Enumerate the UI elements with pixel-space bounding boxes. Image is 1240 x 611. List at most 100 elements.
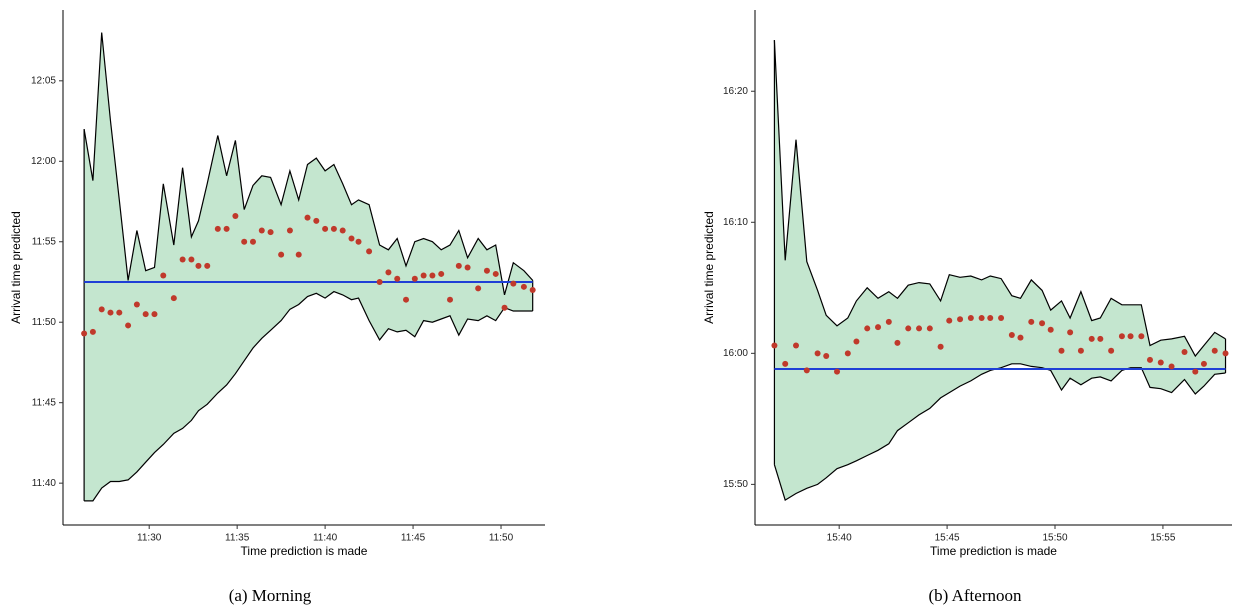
y-tick-label: 11:55: [32, 236, 57, 247]
point: [429, 272, 436, 279]
point: [241, 238, 248, 245]
point: [894, 339, 901, 346]
point: [1088, 335, 1095, 342]
point: [1097, 335, 1104, 342]
y-tick-label: 16:10: [723, 217, 748, 228]
point: [823, 352, 830, 359]
point: [1200, 360, 1207, 367]
point: [782, 360, 789, 367]
point: [366, 248, 373, 255]
point: [322, 225, 329, 232]
y-tick-label: 16:00: [723, 348, 748, 359]
x-tick-label: 15:55: [1150, 533, 1175, 544]
point: [967, 314, 974, 321]
point: [98, 306, 105, 313]
point: [916, 325, 923, 332]
point: [455, 262, 462, 269]
x-tick-label: 11:50: [489, 533, 514, 544]
point: [278, 251, 285, 258]
point: [394, 275, 401, 282]
point: [411, 275, 418, 282]
point: [1181, 349, 1188, 356]
point: [853, 338, 860, 345]
band-lower: [773, 363, 1226, 502]
point: [133, 301, 140, 308]
point: [81, 330, 88, 337]
point: [1138, 333, 1145, 340]
y-tick-label: 16:20: [723, 86, 748, 97]
point: [142, 311, 149, 318]
point: [376, 278, 383, 285]
point: [998, 314, 1005, 321]
point: [89, 328, 96, 335]
point: [267, 229, 274, 236]
point: [195, 262, 202, 269]
caption: (b) Afternoon: [928, 586, 1022, 605]
y-tick-label: 15:50: [723, 479, 748, 490]
y-axis-title: Arrival time predicted: [702, 211, 716, 324]
point: [1058, 347, 1065, 354]
point: [348, 235, 355, 242]
point: [1157, 359, 1164, 366]
point: [1211, 347, 1218, 354]
point: [957, 316, 964, 323]
point: [339, 227, 346, 234]
point: [520, 283, 527, 290]
point: [1028, 318, 1035, 325]
point: [204, 262, 211, 269]
point: [385, 269, 392, 276]
point: [926, 325, 933, 332]
point: [510, 280, 517, 287]
point: [1168, 363, 1175, 370]
point: [160, 272, 167, 279]
point: [214, 225, 221, 232]
point: [1222, 350, 1229, 357]
band-edge: [83, 129, 534, 501]
point: [403, 296, 410, 303]
point: [803, 367, 810, 374]
point: [420, 272, 427, 279]
point: [814, 350, 821, 357]
caption: (a) Morning: [229, 586, 312, 605]
point: [223, 225, 230, 232]
band-area: [84, 32, 533, 501]
point: [885, 318, 892, 325]
point: [249, 238, 256, 245]
point: [1146, 356, 1153, 363]
point: [475, 285, 482, 292]
x-tick-label: 11:30: [137, 533, 162, 544]
point: [151, 311, 158, 318]
point: [188, 256, 195, 263]
point: [529, 287, 536, 294]
point: [447, 296, 454, 303]
point: [793, 342, 800, 349]
point: [978, 314, 985, 321]
band-upper: [773, 40, 1226, 358]
y-tick-label: 11:45: [32, 397, 57, 408]
point: [116, 309, 123, 316]
x-tick-label: 15:45: [935, 533, 960, 544]
x-axis-title: Time prediction is made: [241, 544, 368, 558]
point: [125, 322, 132, 329]
point: [1008, 331, 1015, 338]
point: [107, 309, 114, 316]
y-tick-label: 11:50: [32, 317, 57, 328]
point: [905, 325, 912, 332]
point: [295, 251, 302, 258]
point: [771, 342, 778, 349]
y-tick-label: 12:05: [31, 75, 56, 86]
x-tick-label: 11:35: [225, 533, 250, 544]
point: [483, 267, 490, 274]
point: [464, 264, 471, 271]
point: [492, 270, 499, 277]
point: [179, 256, 186, 263]
point: [170, 295, 177, 302]
point: [286, 227, 293, 234]
point: [946, 317, 953, 324]
band-area: [774, 40, 1226, 501]
point: [937, 343, 944, 350]
y-axis-title: Arrival time predicted: [9, 211, 23, 324]
point: [438, 270, 445, 277]
